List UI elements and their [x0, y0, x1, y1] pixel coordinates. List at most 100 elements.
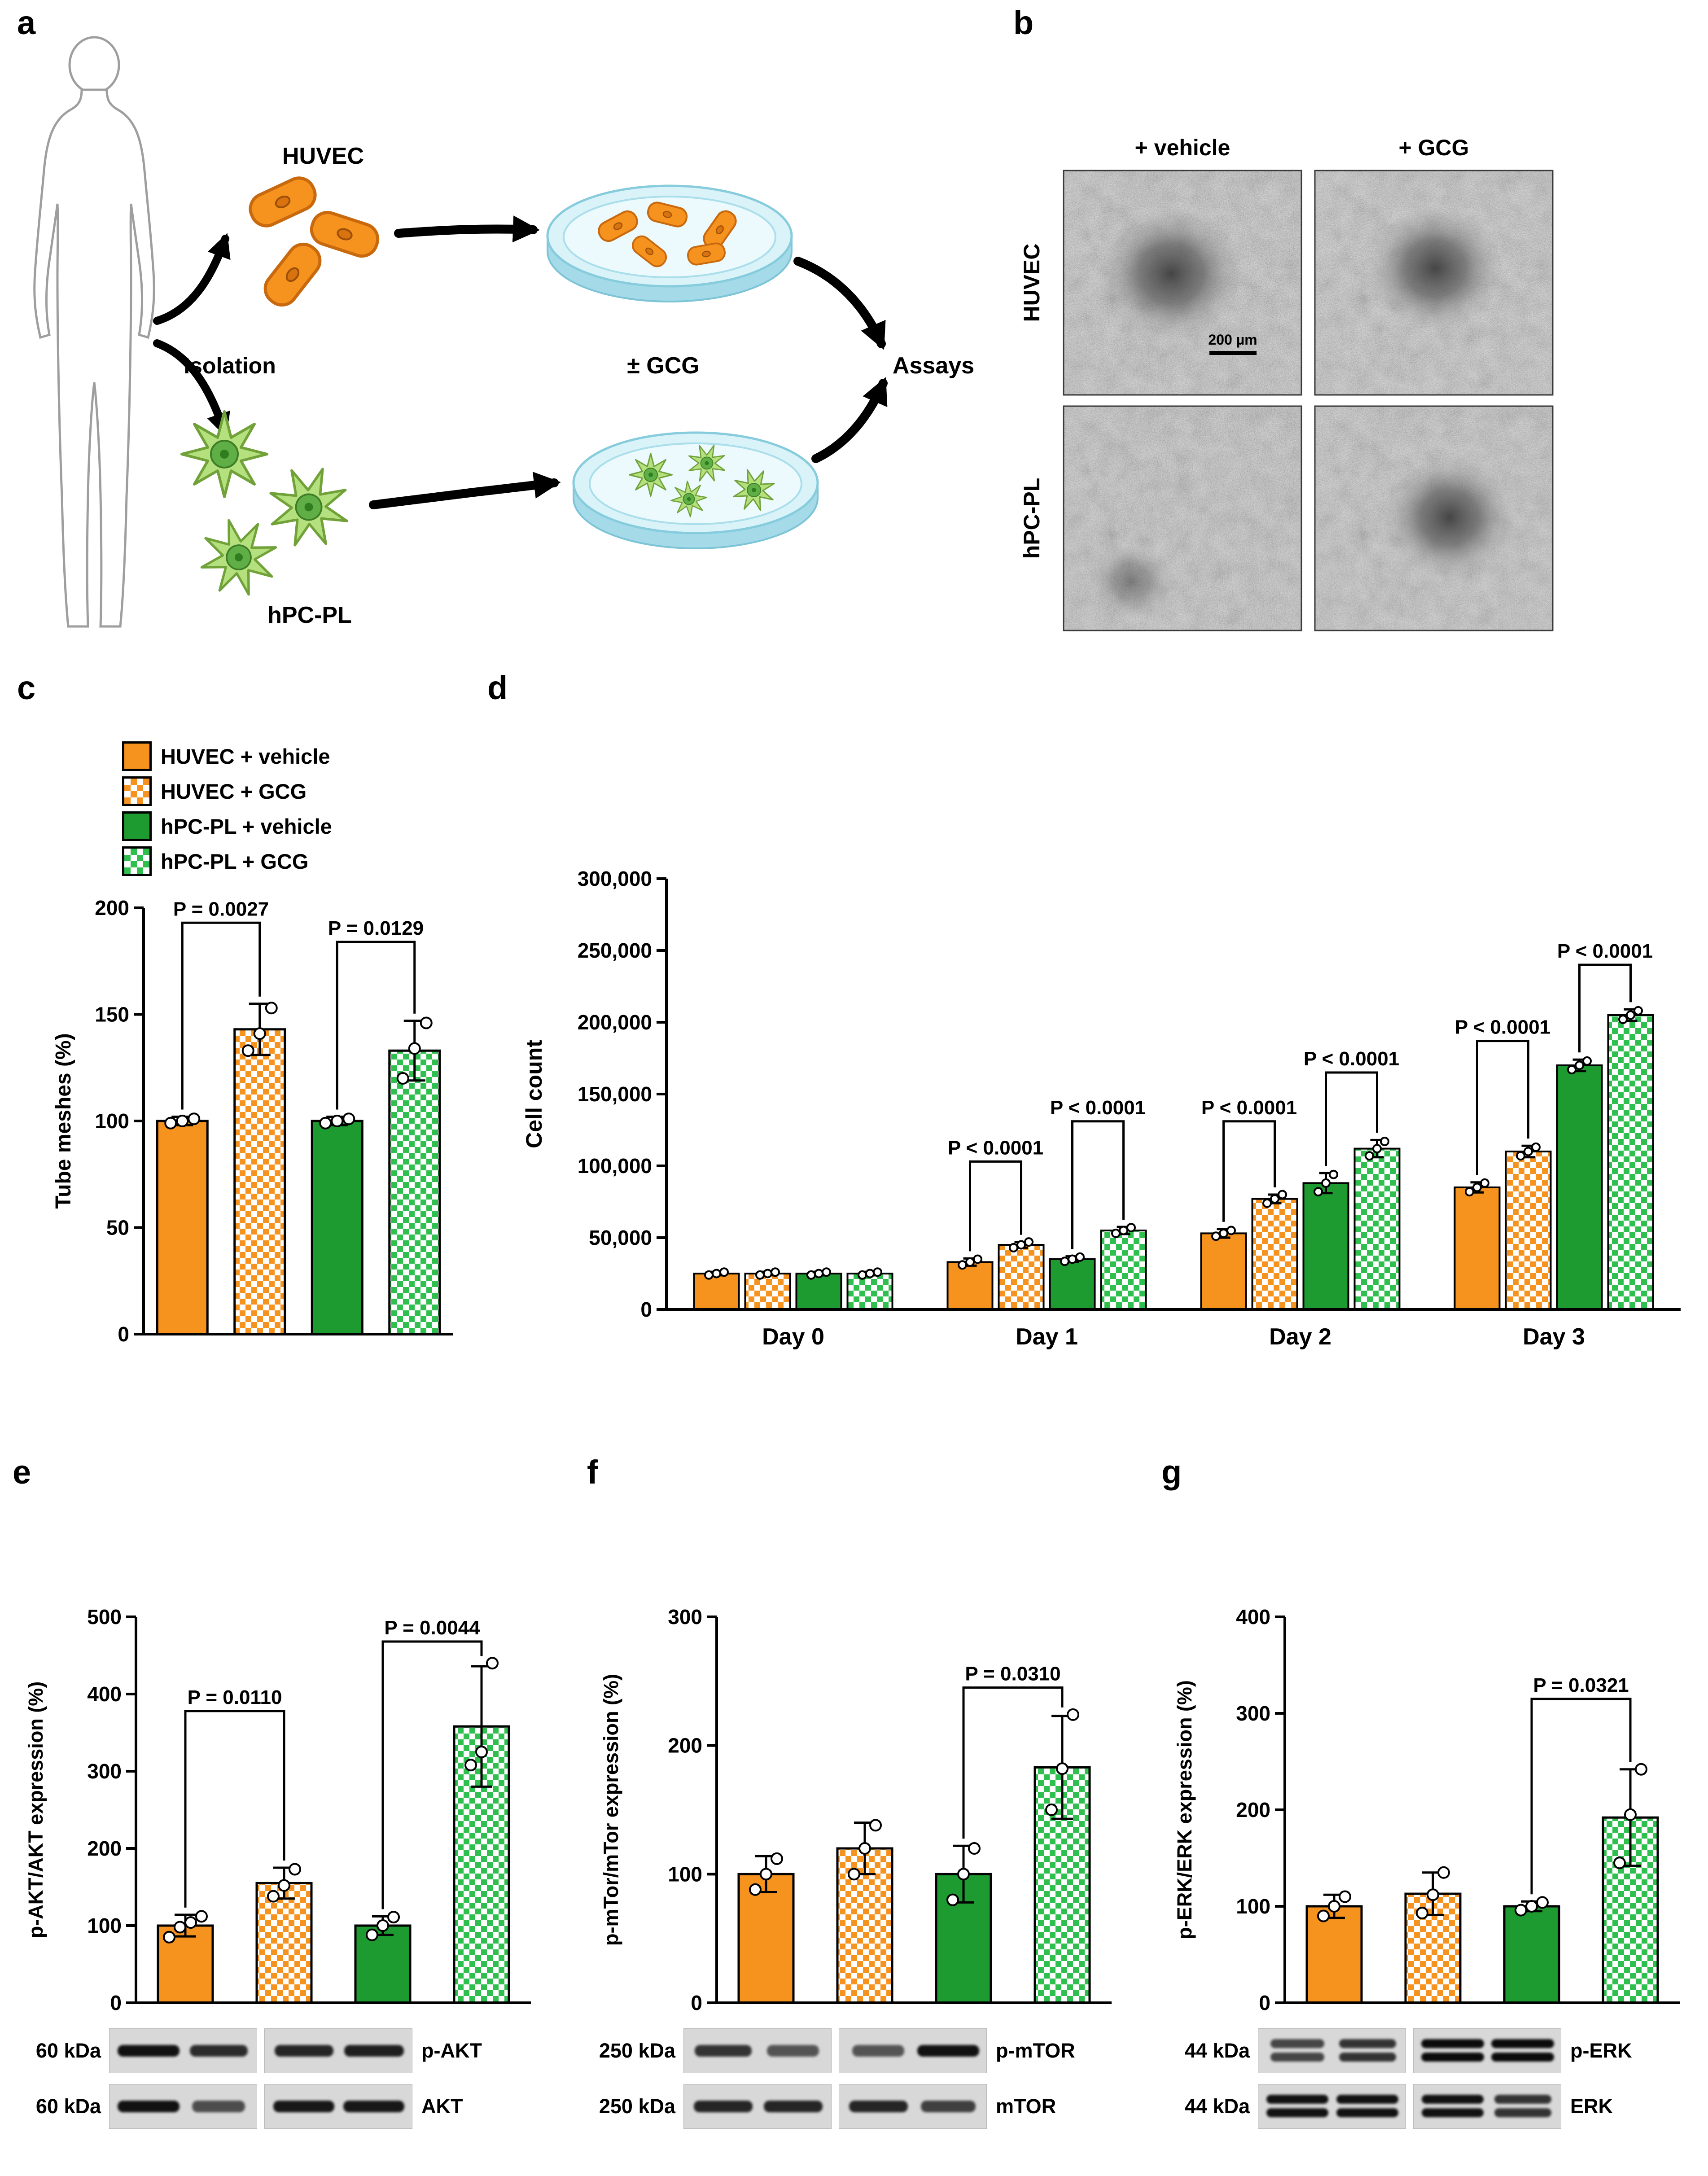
western-blots-mtor: 250 kDa p-mTOR 250 kDa mTOR — [592, 2028, 1075, 2129]
data-point — [858, 1842, 871, 1855]
protein-band — [1336, 2095, 1398, 2104]
protein-band — [273, 2101, 334, 2112]
bar — [1454, 1187, 1501, 1310]
x-category-label: Day 2 — [1269, 1324, 1331, 1350]
data-point — [1060, 1257, 1069, 1266]
blot-row: 44 kDa p-ERK — [1167, 2028, 1632, 2073]
data-point — [946, 1893, 959, 1906]
data-point — [1270, 1194, 1279, 1204]
data-point — [869, 1819, 882, 1832]
blot-membrane — [683, 2084, 832, 2129]
data-point — [1067, 1708, 1079, 1721]
protein-band — [274, 2045, 333, 2057]
protein-band — [1266, 2095, 1328, 2104]
data-point — [1618, 1015, 1628, 1025]
y-tick-label: 0 — [691, 1991, 702, 2014]
y-tick-label: 200 — [1236, 1798, 1270, 1821]
legend-item-huvec-vehicle: HUVEC + vehicle — [122, 741, 332, 771]
blot-membrane — [109, 2084, 257, 2129]
sig-bracket — [1071, 1120, 1125, 1249]
chart-f-p-mtor: P = 0.0310 0 100 200 300 p-mTor/mTor expressi… — [600, 1605, 1112, 2014]
molecular-weight-label: 44 kDa — [1184, 2095, 1250, 2118]
y-axis-title: Tube meshes (%) — [52, 1033, 75, 1208]
protein-band — [1494, 2108, 1551, 2117]
bar — [1200, 1232, 1247, 1311]
huvec-cells — [245, 173, 382, 311]
sig-label: P < 0.0001 — [1050, 1097, 1146, 1119]
data-point — [1582, 1056, 1592, 1066]
data-point — [1516, 1151, 1525, 1161]
protein-band — [1421, 2039, 1484, 2048]
sig-bracket — [181, 921, 261, 1110]
col-header-vehicle: + vehicle — [1135, 135, 1231, 160]
protein-band — [1491, 2039, 1554, 2048]
y-tick-label: 200 — [87, 1837, 122, 1860]
data-point — [1075, 1252, 1085, 1262]
data-point — [1024, 1237, 1034, 1247]
protein-band — [118, 2045, 180, 2057]
protein-band — [852, 2045, 904, 2057]
protein-label: ERK — [1570, 2095, 1613, 2118]
data-point — [319, 1116, 332, 1130]
protein-band — [343, 2101, 404, 2112]
sig-label: P = 0.0110 — [188, 1686, 282, 1708]
protein-band — [192, 2101, 245, 2112]
sig-bracket — [962, 1686, 1064, 1839]
y-tick-label: 0 — [110, 1991, 122, 2014]
sig-bracket — [1530, 1698, 1632, 1895]
sig-bracket — [1578, 963, 1632, 1053]
bar — [233, 1028, 286, 1335]
bar — [1505, 1151, 1552, 1310]
data-point — [1626, 1010, 1635, 1020]
data-point — [265, 1002, 278, 1015]
data-point — [848, 1868, 860, 1881]
sig-label: P = 0.0310 — [965, 1663, 1060, 1685]
data-point — [1339, 1890, 1351, 1903]
sig-label: P < 0.0001 — [1304, 1048, 1399, 1070]
western-blots-erk: 44 kDa p-ERK 44 kDa ERK — [1167, 2028, 1632, 2129]
protein-band — [763, 2101, 823, 2112]
data-point — [1126, 1223, 1136, 1233]
legend-swatch-orange-checker — [122, 776, 152, 806]
data-point — [1624, 1808, 1637, 1821]
data-point — [1536, 1896, 1549, 1909]
y-tick-label: 100 — [668, 1862, 702, 1886]
bar — [693, 1273, 740, 1310]
blot-row: 60 kDa p-AKT — [18, 2028, 482, 2073]
bar — [846, 1273, 893, 1310]
bar — [1049, 1258, 1096, 1310]
sig-label: P = 0.0321 — [1533, 1674, 1629, 1696]
y-tick-label: 400 — [1236, 1605, 1270, 1629]
blot-row: 250 kDa p-mTOR — [592, 2028, 1075, 2073]
data-point — [957, 1868, 970, 1881]
panel-label-d: d — [487, 669, 508, 706]
arrow-dish1-to-assays — [793, 257, 886, 350]
panel-label-c: c — [17, 669, 36, 706]
panel-label-f: f — [587, 1454, 598, 1491]
data-point — [806, 1270, 816, 1280]
y-axis-title: p-mTor/mTor expression (%) — [600, 1674, 622, 1946]
protein-band — [1336, 2108, 1398, 2117]
data-point — [396, 1072, 409, 1085]
data-point — [184, 1916, 197, 1929]
blot-membrane — [109, 2028, 257, 2073]
sig-label: P < 0.0001 — [1455, 1016, 1550, 1038]
y-tick-label: 250,000 — [578, 939, 652, 962]
y-tick-label: 200 — [668, 1734, 702, 1757]
data-point — [164, 1116, 177, 1130]
isolation-arrow-hpcpl — [153, 339, 230, 438]
protein-band — [1421, 2053, 1484, 2062]
data-point — [176, 1115, 189, 1127]
micrograph-huvec-vehicle: 200 µm — [1063, 170, 1302, 396]
protein-band — [189, 2045, 248, 2057]
bar — [255, 1882, 313, 2004]
data-point — [174, 1921, 186, 1934]
panel-label-b: b — [1013, 4, 1034, 41]
data-point — [1531, 1142, 1541, 1152]
chart-c-tube-meshes: P = 0.0027 P = 0.0129 0 50 100 150 200 Tube mes… — [52, 896, 453, 1346]
petri-dish-huvec — [546, 184, 793, 302]
protein-label: p-mTOR — [996, 2039, 1075, 2062]
blot-membrane — [264, 2084, 412, 2129]
assays-label: Assays — [893, 353, 974, 379]
data-point — [1380, 1137, 1389, 1147]
